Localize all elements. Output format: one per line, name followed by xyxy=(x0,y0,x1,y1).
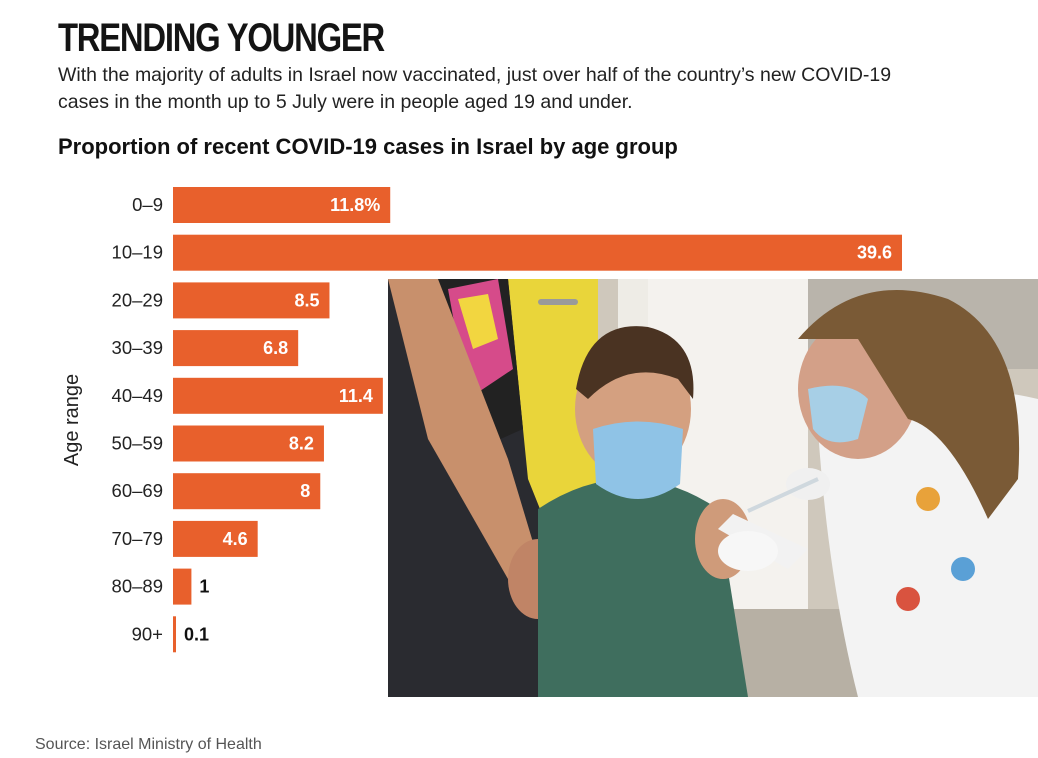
y-tick-label: 70–79 xyxy=(112,528,163,549)
data-label: 4.6 xyxy=(223,529,248,549)
bar xyxy=(173,187,391,223)
headline: TRENDING YOUNGER xyxy=(58,16,385,60)
bar xyxy=(173,330,299,367)
data-label: 8.5 xyxy=(294,290,319,310)
bar xyxy=(173,520,258,557)
data-label: 8 xyxy=(300,481,310,501)
bar xyxy=(173,282,330,319)
y-tick-label: 10–19 xyxy=(112,242,163,263)
y-axis-title: Age range xyxy=(61,374,83,466)
bar xyxy=(173,425,324,462)
data-label: 8.2 xyxy=(289,434,314,454)
chart-title: Proportion of recent COVID-19 cases in I… xyxy=(58,134,678,159)
y-tick-label: 20–29 xyxy=(112,289,163,310)
standfirst: With the majority of adults in Israel no… xyxy=(58,64,892,113)
y-tick-label: 30–39 xyxy=(112,337,163,358)
bar xyxy=(173,234,902,271)
data-label: 6.8 xyxy=(263,338,288,358)
data-label: 1 xyxy=(199,577,209,597)
vaccination-photo xyxy=(388,279,1038,697)
source-note: Source: Israel Ministry of Health xyxy=(35,736,262,753)
bar-chart: Age range 0–9 11.8% 10–19 39.6 20–29 8.5 30–39… xyxy=(61,187,902,653)
bar xyxy=(173,377,383,414)
data-label: 11.8% xyxy=(330,195,380,215)
y-tick-label: 90+ xyxy=(132,623,163,644)
y-tick-label: 40–49 xyxy=(112,385,163,406)
bars-group: 0–9 11.8%10–19 39.620–29 8.530–39 6.840–49 11… xyxy=(112,187,902,653)
y-tick-label: 50–59 xyxy=(112,433,163,454)
bar xyxy=(173,568,192,605)
y-tick-label: 80–89 xyxy=(112,576,163,597)
y-tick-label: 0–9 xyxy=(132,194,163,215)
bar xyxy=(173,473,321,510)
bar xyxy=(173,616,176,653)
data-label: 0.1 xyxy=(184,624,209,644)
data-label: 11.4 xyxy=(339,386,373,406)
y-tick-label: 60–69 xyxy=(112,480,163,501)
data-label: 39.6 xyxy=(857,243,892,263)
